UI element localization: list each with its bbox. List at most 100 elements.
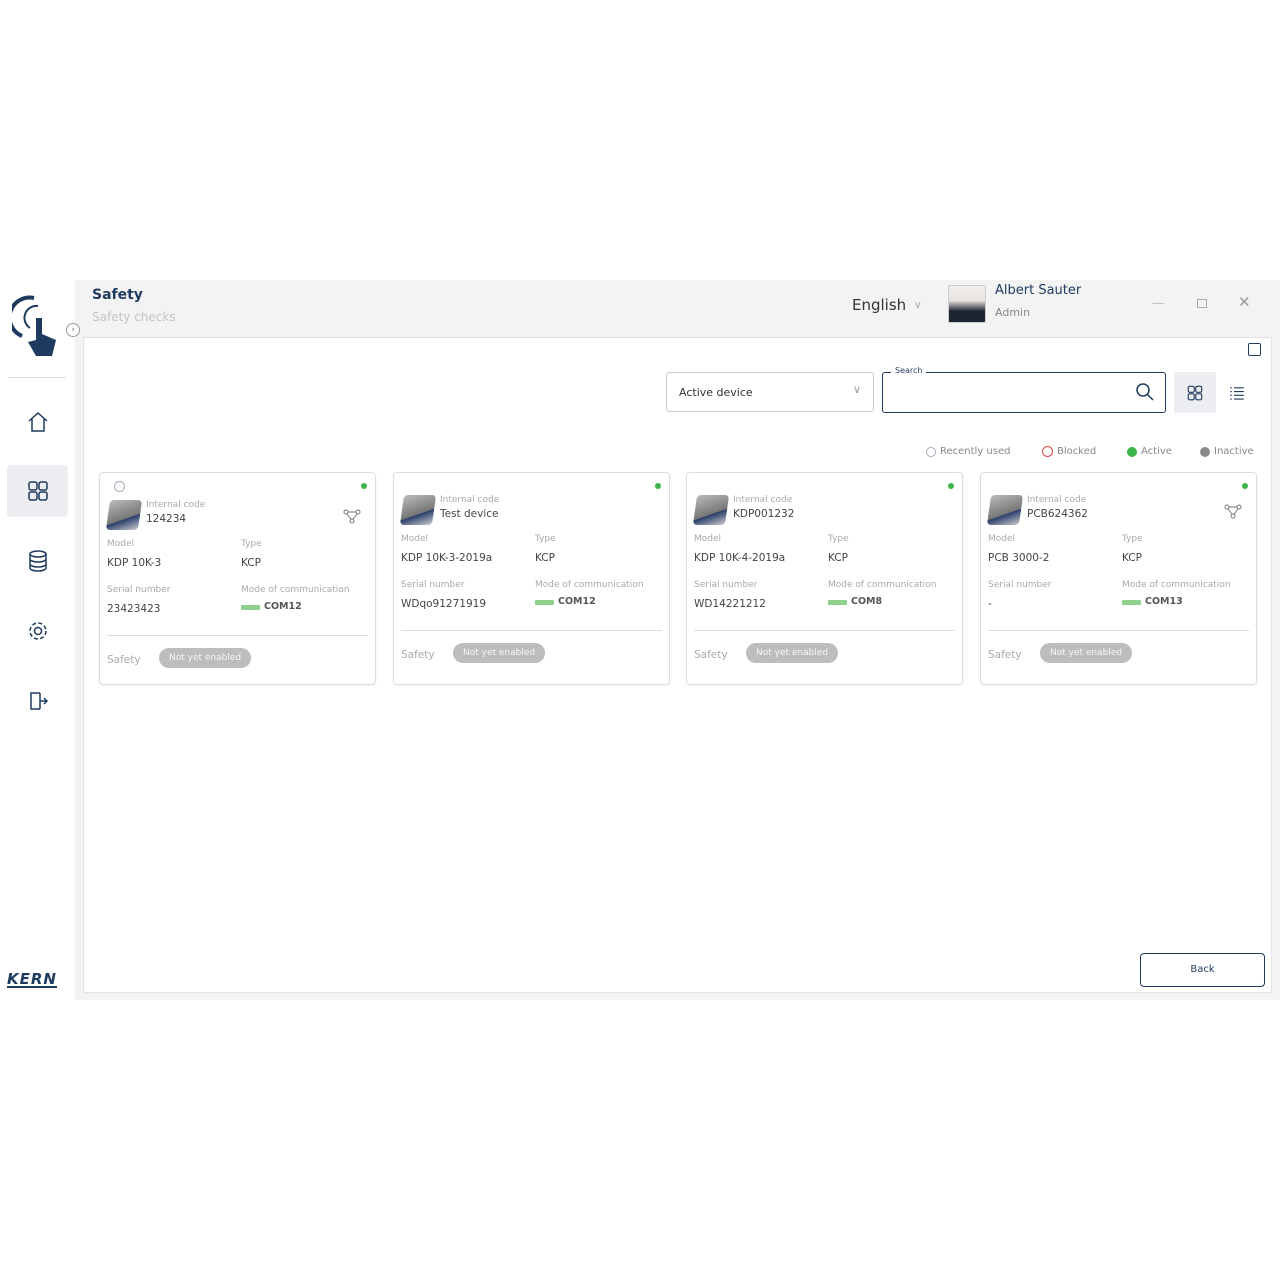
device-image (692, 495, 730, 525)
device-image (105, 500, 143, 530)
internal-code-value: 124234 (146, 513, 187, 525)
type-label: Type (828, 534, 849, 544)
minimize-button[interactable]: — (1152, 296, 1164, 310)
sidebar-item-database[interactable] (7, 535, 68, 587)
page-title: Safety (92, 287, 143, 303)
legend-label: Inactive (1214, 446, 1254, 457)
type-label: Type (1122, 534, 1143, 544)
device-card[interactable]: Internal code PCB624362 Model PCB 3000-2… (980, 472, 1257, 685)
serial-value: WD14221212 (694, 598, 766, 610)
serial-value: - (988, 598, 992, 610)
sidebar-item-logout[interactable] (7, 675, 68, 727)
clock-icon (926, 446, 936, 457)
search-icon[interactable] (1135, 382, 1155, 402)
language-select[interactable]: English ∨ (852, 296, 922, 314)
type-label: Type (241, 539, 262, 549)
filter-value: Active device (679, 386, 753, 399)
maximize-button[interactable] (1197, 299, 1207, 308)
device-image (986, 495, 1024, 525)
device-card[interactable]: Internal code 124234 Model KDP 10K-3 Typ… (99, 472, 376, 685)
type-value: KCP (241, 557, 261, 569)
legend-inactive: Inactive (1200, 446, 1254, 457)
safety-status-badge: Not yet enabled (746, 643, 839, 663)
sidebar-item-settings[interactable] (7, 605, 68, 657)
device-card[interactable]: Internal code Test device Model KDP 10K-… (393, 472, 670, 685)
safety-label: Safety (401, 649, 435, 661)
fullscreen-icon[interactable] (1248, 343, 1261, 356)
internal-code-label: Internal code (733, 495, 793, 505)
grid-icon (27, 481, 48, 501)
legend-label: Blocked (1057, 446, 1097, 457)
gear-icon (28, 622, 47, 640)
divider (988, 630, 1249, 631)
model-value: PCB 3000-2 (988, 552, 1050, 564)
language-value: English (852, 296, 907, 314)
content-panel: Active device ∨ Search Recently used Bloc… (83, 337, 1272, 993)
comm-label: Mode of communication (828, 580, 937, 590)
app-window: › KERN Safety Safety checks English ∨ Alb… (0, 280, 1280, 1000)
serial-label: Serial number (988, 580, 1052, 590)
type-value: KCP (1122, 552, 1142, 564)
device-card[interactable]: Internal code KDP001232 Model KDP 10K-4-… (686, 472, 963, 685)
type-label: Type (535, 534, 556, 544)
grid-view-button[interactable] (1174, 372, 1216, 413)
safety-status-badge: Not yet enabled (453, 643, 546, 663)
model-label: Model (401, 534, 429, 544)
type-value: KCP (828, 552, 848, 564)
model-label: Model (988, 534, 1016, 544)
expand-sidebar-button[interactable]: › (66, 323, 80, 337)
safety-label: Safety (694, 649, 728, 661)
divider (694, 630, 955, 631)
back-button[interactable]: Back (1140, 953, 1265, 987)
network-icon (343, 509, 361, 524)
internal-code-value: Test device (440, 508, 499, 520)
list-icon (1230, 386, 1244, 400)
chevron-down-icon: ∨ (914, 299, 922, 311)
model-label: Model (694, 534, 722, 544)
list-view-button[interactable] (1216, 372, 1258, 413)
serial-label: Serial number (401, 580, 465, 590)
home-icon (28, 411, 47, 432)
legend-blocked: Blocked (1042, 446, 1096, 457)
safety-label: Safety (107, 654, 141, 666)
active-status-dot (655, 483, 661, 489)
serial-value: 23423423 (107, 603, 161, 615)
active-status-dot (361, 483, 367, 489)
search-input[interactable]: Search (882, 366, 1166, 413)
inactive-dot-icon (1200, 446, 1210, 457)
clock-icon (114, 481, 125, 492)
comm-value: COM13 (1145, 596, 1183, 607)
avatar[interactable] (948, 285, 986, 323)
user-role: Admin (995, 306, 1031, 319)
sidebar-item-home[interactable] (7, 396, 68, 448)
serial-port-icon (241, 605, 260, 610)
comm-label: Mode of communication (535, 580, 644, 590)
divider (8, 377, 66, 378)
internal-code-label: Internal code (440, 495, 500, 505)
serial-label: Serial number (107, 585, 171, 595)
logout-icon (29, 692, 48, 710)
serial-port-icon (535, 600, 554, 605)
divider (401, 630, 662, 631)
comm-value: COM12 (558, 596, 596, 607)
active-dot-icon (1127, 446, 1137, 457)
user-name: Albert Sauter (995, 283, 1082, 298)
sidebar: › KERN (0, 280, 80, 1000)
model-value: KDP 10K-4-2019a (694, 552, 786, 564)
model-value: KDP 10K-3-2019a (401, 552, 493, 564)
brand-logo: KERN (7, 970, 57, 988)
internal-code-value: PCB624362 (1027, 508, 1088, 520)
active-status-dot (1242, 483, 1248, 489)
legend-active: Active (1127, 446, 1172, 457)
legend-label: Recently used (940, 446, 1011, 457)
device-filter-dropdown[interactable]: Active device ∨ (666, 372, 874, 412)
serial-label: Serial number (694, 580, 758, 590)
serial-port-icon (828, 600, 847, 605)
active-status-dot (948, 483, 954, 489)
comm-label: Mode of communication (241, 585, 350, 595)
close-button[interactable]: ✕ (1238, 293, 1251, 311)
serial-value: WDqo91271919 (401, 598, 486, 610)
device-image (399, 495, 437, 525)
model-value: KDP 10K-3 (107, 557, 162, 569)
sidebar-item-devices[interactable] (7, 465, 68, 517)
